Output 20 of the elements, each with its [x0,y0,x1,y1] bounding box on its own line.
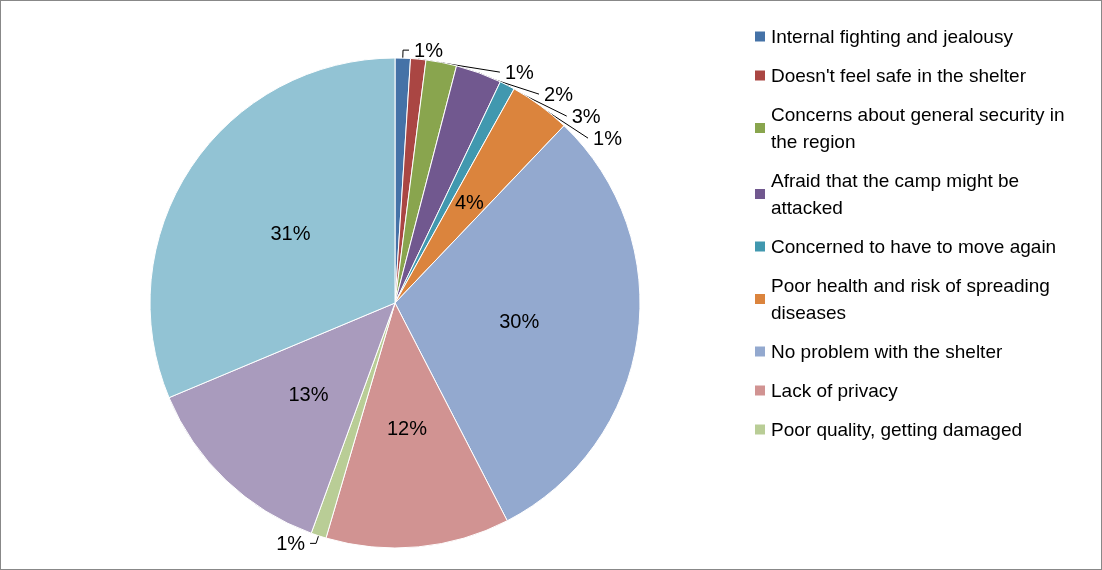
data-label: 13% [288,382,329,405]
data-label: 3% [571,105,601,128]
data-label: 1% [504,61,535,84]
legend-label: Lack of privacy [771,380,899,401]
legend-label: Afraid that the camp might be attacked [771,170,1025,218]
legend-label: Concerned to have to move again [771,236,1057,257]
data-label: 1% [414,39,444,62]
data-label: 1% [593,127,623,150]
legend-label: Poor quality, getting damaged [771,419,1023,440]
data-label: 30% [499,309,540,332]
legend-label: Internal fighting and jealousy [771,26,1014,47]
data-label: 2% [544,83,574,106]
data-label: 12% [386,416,428,439]
data-label: 1% [276,532,306,555]
data-label: 31% [270,222,311,245]
legend-label: Poor health and risk of spreading diseases [771,275,1056,323]
data-label: 4% [454,190,485,213]
legend-label: Doesn't feel safe in the shelter [771,65,1027,86]
legend-label: No problem with the shelter [771,341,1003,362]
legend-label: Concerns about general security in the region [771,104,1070,152]
